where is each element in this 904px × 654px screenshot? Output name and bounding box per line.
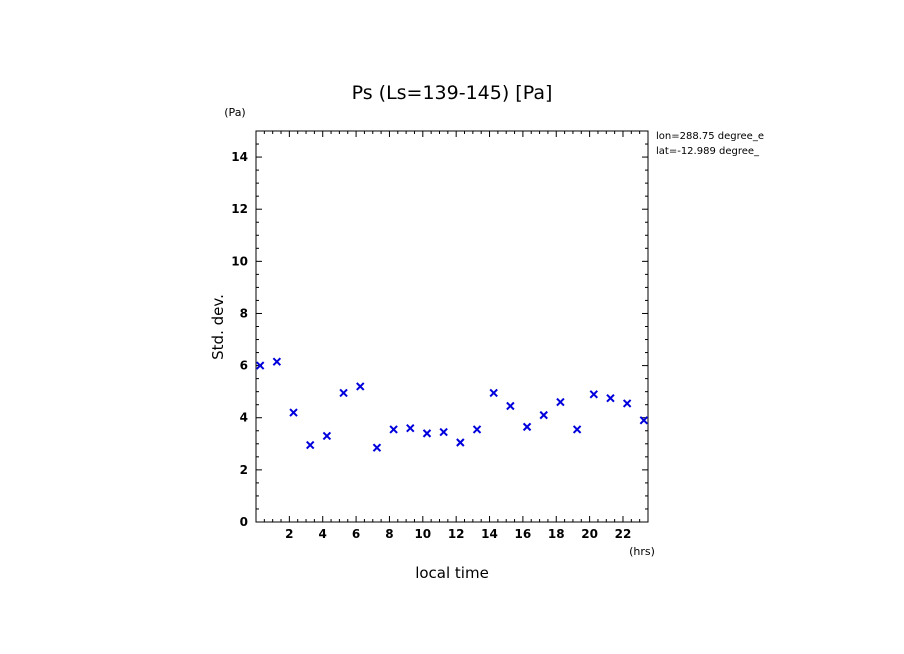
y-tick-label: 14	[231, 150, 248, 164]
data-point-stroke	[522, 422, 532, 432]
x-tick-label: 2	[285, 527, 293, 541]
x-tick-label: 22	[615, 527, 632, 541]
data-point	[472, 425, 482, 434]
data-point-stroke	[306, 440, 315, 450]
data-point	[556, 397, 565, 407]
data-point	[456, 438, 465, 447]
data-point-stroke	[556, 397, 565, 407]
data-point	[606, 393, 615, 403]
data-point-stroke	[639, 416, 649, 425]
x-axis-label: local time	[415, 564, 489, 582]
data-point-stroke	[606, 393, 615, 403]
data-point	[306, 440, 315, 450]
data-point-stroke	[539, 410, 548, 420]
data-point-stroke	[622, 399, 632, 408]
data-point	[372, 443, 382, 452]
data-points	[255, 357, 649, 452]
y-tick-label: 0	[240, 515, 248, 529]
data-point-stroke	[356, 382, 365, 391]
data-point	[622, 399, 632, 408]
x-tick-label: 16	[515, 527, 532, 541]
data-point	[439, 427, 448, 437]
data-point-stroke	[255, 361, 265, 370]
x-tick-label: 12	[448, 527, 465, 541]
x-tick-label: 20	[581, 527, 598, 541]
data-point-stroke	[272, 357, 282, 366]
data-point-stroke	[589, 390, 598, 399]
data-point-stroke	[572, 425, 582, 434]
annotation-lon: lon=288.75 degree_e	[656, 131, 764, 142]
data-point	[572, 425, 582, 434]
data-point	[322, 431, 332, 441]
data-point	[506, 401, 515, 411]
y-axis-label: Std. dev.	[209, 294, 227, 360]
chart-title: Ps (Ls=139-145) [Pa]	[352, 82, 553, 104]
data-point	[539, 410, 548, 420]
data-point-stroke	[422, 429, 432, 438]
x-axis-unit: (hrs)	[629, 545, 655, 558]
data-point-stroke	[472, 425, 482, 434]
data-point	[639, 416, 649, 425]
data-point	[406, 423, 415, 433]
y-tick-label: 6	[240, 359, 248, 373]
axis-ticks: 0 2 4 6 8 10 12 14 2 4 6 8 10 12 14 16 18 20 22	[231, 130, 648, 541]
data-point-stroke	[406, 423, 415, 433]
data-point	[522, 422, 532, 432]
data-point	[489, 388, 498, 398]
data-point	[389, 425, 398, 434]
y-tick-label: 10	[231, 254, 248, 268]
plot-frame	[255, 130, 649, 523]
x-tick-label: 8	[385, 527, 393, 541]
y-tick-label: 4	[240, 411, 248, 425]
y-tick-label: 8	[240, 306, 248, 320]
data-point	[339, 388, 348, 398]
data-point-stroke	[489, 388, 498, 398]
data-point	[272, 357, 282, 366]
y-tick-label: 2	[240, 463, 248, 477]
x-tick-label: 4	[319, 527, 327, 541]
y-axis-unit: (Pa)	[224, 106, 245, 119]
data-point-stroke	[389, 425, 398, 434]
data-point-stroke	[439, 427, 448, 437]
x-tick-label: 10	[414, 527, 431, 541]
data-point-stroke	[456, 438, 465, 447]
x-tick-label: 18	[548, 527, 565, 541]
data-point	[589, 390, 598, 399]
data-point-stroke	[506, 401, 515, 411]
data-point-stroke	[289, 408, 298, 417]
data-point	[255, 361, 265, 370]
data-point	[289, 408, 298, 417]
annotation-lat: lat=-12.989 degree_	[656, 146, 760, 157]
data-point-stroke	[322, 431, 332, 441]
data-point-stroke	[372, 443, 382, 452]
y-tick-label: 12	[231, 202, 248, 216]
data-point	[422, 429, 432, 438]
data-point	[356, 382, 365, 391]
x-tick-label: 6	[352, 527, 360, 541]
data-point-stroke	[339, 388, 348, 398]
x-tick-label: 14	[481, 527, 498, 541]
